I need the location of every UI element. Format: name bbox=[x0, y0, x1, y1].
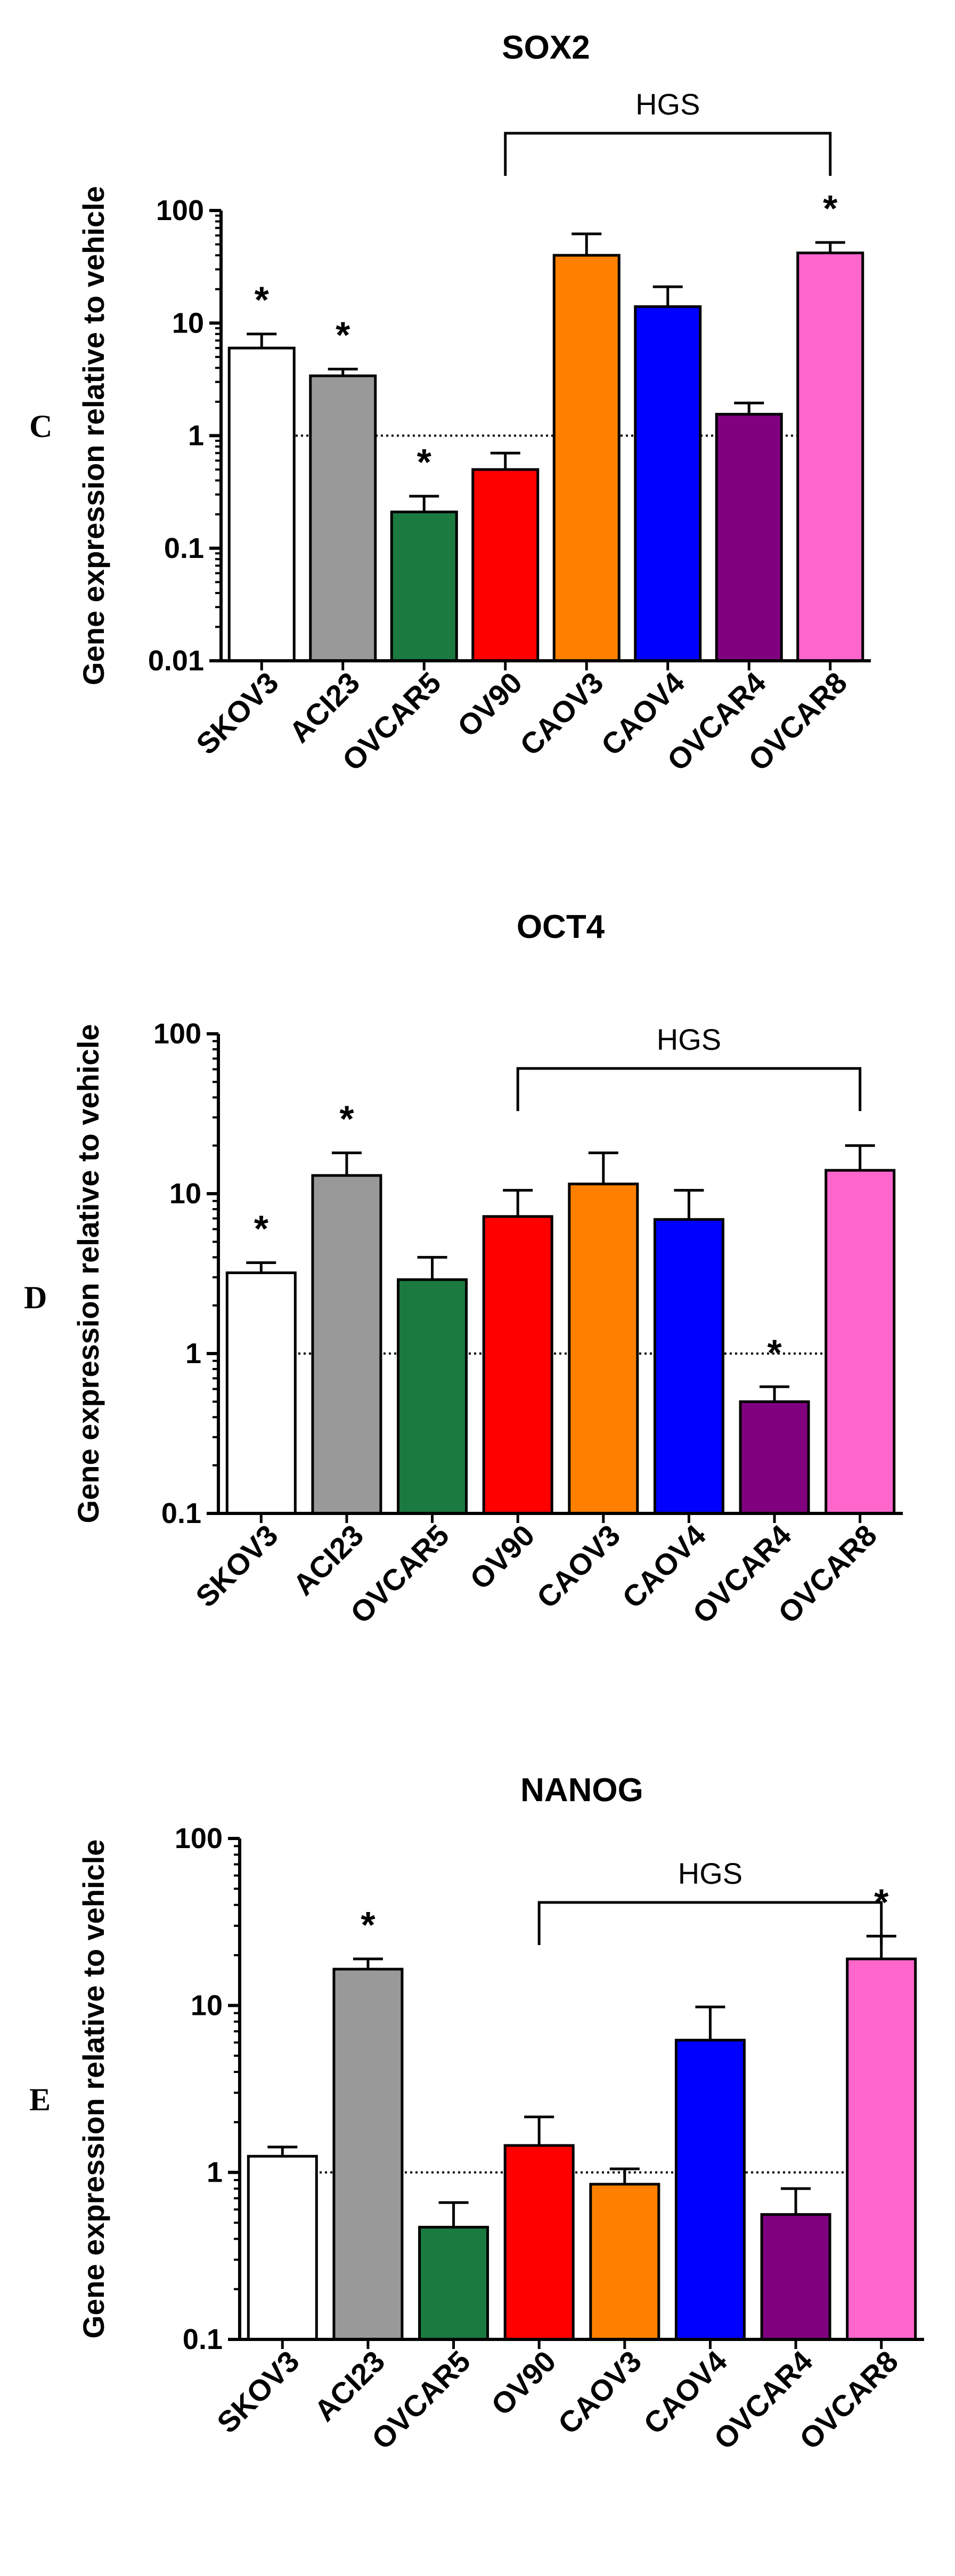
bar-caov4 bbox=[674, 2038, 746, 2341]
bar-caov3 bbox=[552, 254, 621, 662]
category-label-caov3: CAOV3 bbox=[551, 2344, 648, 2441]
significance-star-ovcar8: * bbox=[823, 188, 838, 229]
chart-title: NANOG bbox=[520, 1772, 643, 1809]
bar-ovcar4 bbox=[739, 1400, 810, 1515]
y-tick-label-100: 100 bbox=[175, 1822, 223, 1854]
y-axis-label: Gene expression relative to vehicle bbox=[71, 1024, 105, 1524]
category-label-skov3: SKOV3 bbox=[190, 666, 285, 761]
bar-skov3 bbox=[225, 1271, 297, 1515]
y-tick-label-10: 10 bbox=[169, 1178, 201, 1210]
y-tick-label-10: 10 bbox=[172, 307, 204, 339]
y-tick-label-100: 100 bbox=[153, 1018, 201, 1050]
chart-title: OCT4 bbox=[517, 909, 605, 945]
bar-caov3 bbox=[589, 2183, 660, 2341]
y-tick-label-1: 1 bbox=[188, 420, 204, 452]
significance-star-aci23: * bbox=[339, 1098, 354, 1139]
bar-ov90 bbox=[482, 1215, 553, 1515]
category-label-aci23: ACI23 bbox=[308, 2344, 391, 2428]
y-tick-label-100: 100 bbox=[156, 195, 204, 226]
panel-nanog: E NANOG Gene expression relative to vehicl… bbox=[29, 1772, 924, 2456]
bar-ovcar8 bbox=[796, 252, 864, 662]
y-axis-label: Gene expression relative to vehicle bbox=[77, 186, 110, 685]
bar-skov3 bbox=[247, 2154, 318, 2341]
y-tick-label-0-1: 0.1 bbox=[161, 1497, 201, 1529]
bar-caov4 bbox=[653, 1218, 724, 1515]
y-tick-label-0-01: 0.01 bbox=[148, 645, 204, 677]
hgs-bracket-label: HGS bbox=[678, 1857, 742, 1890]
significance-star-ovcar5: * bbox=[417, 441, 432, 483]
hgs-bracket-label: HGS bbox=[635, 87, 700, 121]
category-label-ov90: OV90 bbox=[463, 1518, 541, 1596]
panel-letter: D bbox=[24, 1280, 47, 1315]
bar-ovcar4 bbox=[715, 412, 783, 662]
y-tick-label-0-1: 0.1 bbox=[164, 532, 204, 564]
significance-star-skov3: * bbox=[255, 279, 270, 321]
panel-sox2: C SOX2 Gene expression relative to vehicle… bbox=[29, 29, 871, 777]
y-axis-label: Gene expression relative to vehicle bbox=[77, 1840, 110, 2339]
bar-ovcar5 bbox=[390, 511, 458, 662]
chart-title: SOX2 bbox=[502, 29, 590, 66]
bar-ovcar8 bbox=[825, 1169, 896, 1515]
bar-aci23 bbox=[311, 1174, 382, 1515]
bar-ovcar8 bbox=[846, 1957, 917, 2341]
bar-aci23 bbox=[332, 1967, 404, 2341]
hgs-bracket bbox=[516, 1067, 862, 1111]
significance-star-skov3: * bbox=[254, 1208, 269, 1250]
significance-star-aci23: * bbox=[336, 314, 350, 356]
category-label-caov3: CAOV3 bbox=[513, 666, 610, 762]
category-label-aci23: ACI23 bbox=[287, 1518, 370, 1602]
category-label-ov90: OV90 bbox=[485, 2344, 562, 2422]
y-tick-label-1: 1 bbox=[185, 1338, 201, 1370]
panel-oct4: D OCT4 Gene expression relative to vehicle… bbox=[24, 909, 903, 1630]
category-label-skov3: SKOV3 bbox=[189, 1518, 284, 1614]
significance-star-aci23: * bbox=[361, 1904, 376, 1946]
hgs-bracket bbox=[504, 132, 832, 176]
category-label-caov3: CAOV3 bbox=[530, 1518, 626, 1615]
bar-ovcar4 bbox=[760, 2213, 831, 2341]
panel-letter: C bbox=[29, 409, 52, 444]
bar-ovcar5 bbox=[397, 1278, 468, 1515]
bar-skov3 bbox=[227, 346, 296, 662]
bar-caov3 bbox=[568, 1182, 639, 1515]
bar-ov90 bbox=[471, 468, 540, 662]
significance-star-ovcar4: * bbox=[767, 1332, 782, 1373]
y-tick-label-10: 10 bbox=[191, 1989, 223, 2021]
y-tick-label-0-1: 0.1 bbox=[183, 2323, 223, 2355]
bar-ovcar5 bbox=[418, 2225, 489, 2341]
category-label-ov90: OV90 bbox=[451, 666, 528, 743]
bar-ov90 bbox=[503, 2144, 575, 2341]
category-label-skov3: SKOV3 bbox=[210, 2344, 306, 2440]
hgs-bracket bbox=[537, 1901, 883, 1945]
hgs-bracket-label: HGS bbox=[657, 1023, 721, 1056]
bar-caov4 bbox=[634, 305, 702, 662]
bar-aci23 bbox=[309, 374, 377, 662]
y-tick-label-1: 1 bbox=[207, 2157, 223, 2189]
panel-letter: E bbox=[29, 2082, 51, 2117]
